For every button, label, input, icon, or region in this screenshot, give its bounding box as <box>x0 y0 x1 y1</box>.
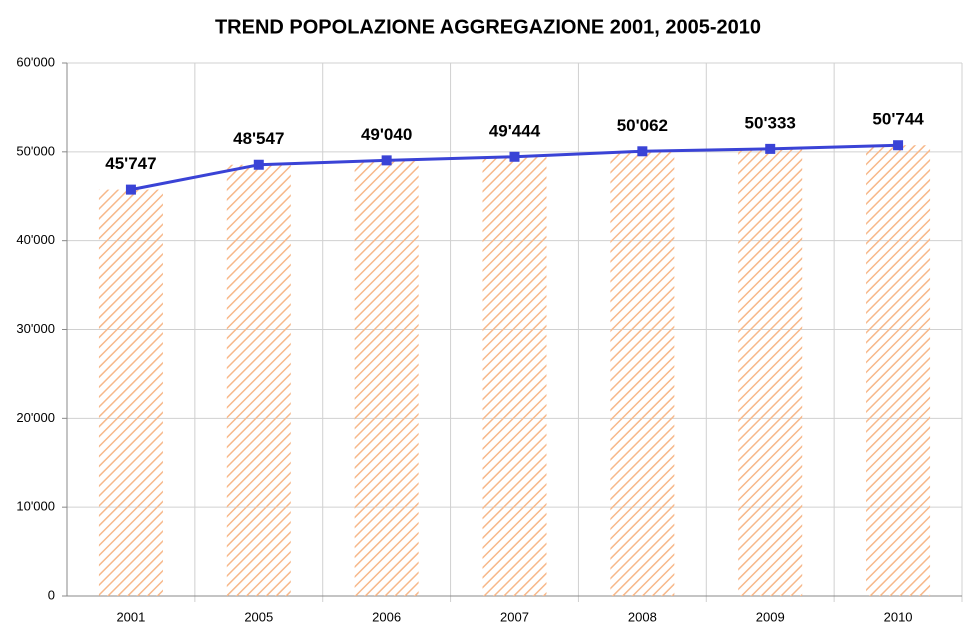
y-tick-label: 10'000 <box>16 499 55 514</box>
y-tick-label: 30'000 <box>16 321 55 336</box>
x-tick-label: 2001 <box>116 609 145 624</box>
y-tick-label: 0 <box>48 587 55 602</box>
line-marker <box>253 159 264 170</box>
bar <box>610 151 675 596</box>
data-label: 49'040 <box>361 125 412 144</box>
x-tick-label: 2009 <box>756 609 785 624</box>
y-tick-label: 40'000 <box>16 232 55 247</box>
line-marker <box>637 146 648 157</box>
line-marker <box>381 155 392 166</box>
line-marker <box>125 184 136 195</box>
data-label: 49'444 <box>489 121 541 140</box>
x-tick-label: 2008 <box>628 609 657 624</box>
data-label: 50'333 <box>745 113 796 132</box>
data-label: 45'747 <box>105 154 156 173</box>
x-tick-label: 2007 <box>500 609 529 624</box>
x-tick-label: 2010 <box>884 609 913 624</box>
bar <box>866 145 931 597</box>
line-marker <box>765 143 776 154</box>
data-label: 48'547 <box>233 129 284 148</box>
bar <box>226 164 291 596</box>
bar <box>482 156 547 596</box>
data-label: 50'744 <box>872 110 924 129</box>
y-tick-label: 50'000 <box>16 143 55 158</box>
bar <box>354 160 419 596</box>
line-marker <box>893 140 904 151</box>
line-marker <box>509 151 520 162</box>
y-tick-label: 60'000 <box>16 54 55 69</box>
chart-title: TREND POPOLAZIONE AGGREGAZIONE 2001, 200… <box>215 16 761 38</box>
data-label: 50'062 <box>617 116 668 135</box>
bar <box>98 189 163 597</box>
x-tick-label: 2006 <box>372 609 401 624</box>
y-tick-label: 20'000 <box>16 410 55 425</box>
bar <box>738 148 803 596</box>
x-tick-label: 2005 <box>244 609 273 624</box>
